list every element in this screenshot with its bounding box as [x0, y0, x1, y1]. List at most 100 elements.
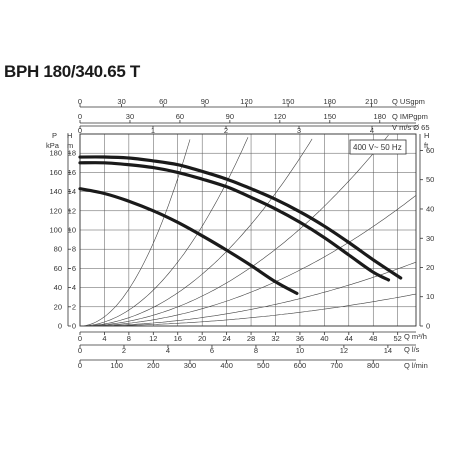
system-curve	[80, 195, 417, 327]
x-tick-label: 0	[78, 126, 82, 135]
system-curve	[80, 261, 417, 327]
label-impgpm: Q IMPgpm	[392, 112, 428, 121]
x-tick-label: 800	[367, 361, 380, 370]
y-tick-label-p: 0	[58, 322, 62, 331]
label-m3h: Q m³/h	[404, 332, 427, 341]
label-ft: ft	[424, 141, 429, 150]
x-tick-label: 28	[247, 334, 255, 343]
x-tick-label: 400	[220, 361, 233, 370]
system-curve	[80, 138, 313, 327]
x-tick-label: 0	[78, 97, 82, 106]
system-curve	[80, 293, 417, 327]
x-tick-label: 0	[78, 346, 82, 355]
y-tick-label-p: 100	[49, 226, 62, 235]
y-tick-label-h: 0	[72, 322, 76, 331]
performance-curves	[78, 155, 403, 295]
x-tick-label: 90	[201, 97, 209, 106]
annotation-box	[349, 139, 407, 155]
x-tick-label: 210	[365, 97, 378, 106]
x-tick-label: 0	[78, 112, 82, 121]
y-tick-label-h: 4	[72, 283, 76, 292]
system-curve	[80, 134, 389, 327]
x-tick-label: 2	[224, 126, 228, 135]
x-tick-label: 30	[117, 97, 125, 106]
x-tick-label: 8	[254, 346, 258, 355]
y-tick-label-ft: 30	[426, 234, 434, 243]
label-h-right: H	[424, 131, 429, 140]
label-h: H	[67, 131, 72, 140]
chart-title: BPH 180/340.65 T	[4, 62, 141, 81]
y-tick-label-ft: 0	[426, 322, 430, 331]
x-tick-label: 32	[271, 334, 279, 343]
x-tick-label: 4	[166, 346, 170, 355]
x-tick-label: 48	[369, 334, 377, 343]
label-lmin: Q l/min	[404, 361, 428, 370]
y-tick-label-h: 8	[72, 245, 76, 254]
label-vms: V m/s Ø 65	[392, 123, 430, 132]
axes	[67, 104, 423, 363]
y-tick-label-ft: 20	[426, 263, 434, 272]
x-tick-label: 600	[294, 361, 307, 370]
x-tick-label: 60	[176, 112, 184, 121]
system-curves	[79, 134, 417, 327]
x-tick-label: 120	[274, 112, 287, 121]
plot-frame	[79, 133, 417, 327]
x-tick-label: 180	[323, 97, 336, 106]
y-tick-label-p: 60	[54, 264, 62, 273]
y-tick-label-p: 160	[49, 168, 62, 177]
x-tick-label: 14	[384, 346, 392, 355]
x-tick-label: 2	[122, 346, 126, 355]
x-tick-label: 500	[257, 361, 270, 370]
y-tick-label-ft: 60	[426, 146, 434, 155]
x-tick-label: 60	[159, 97, 167, 106]
x-tick-label: 8	[127, 334, 131, 343]
x-tick-label: 180	[374, 112, 387, 121]
x-tick-label: 20	[198, 334, 206, 343]
x-tick-label: 4	[102, 334, 106, 343]
y-tick-label-p: 180	[49, 149, 62, 158]
y-tick-label-h: 10	[68, 226, 76, 235]
label-ls: Q l/s	[404, 345, 420, 354]
y-tick-label-p: 80	[54, 245, 62, 254]
y-tick-label-h: 18	[68, 149, 76, 158]
performance-curve	[78, 187, 299, 295]
y-tick-label-p: 20	[54, 302, 62, 311]
x-tick-label: 150	[282, 97, 295, 106]
y-tick-label-h: 16	[68, 168, 76, 177]
performance-curve	[78, 161, 391, 282]
x-tick-label: 150	[324, 112, 337, 121]
y-tick-label-p: 40	[54, 283, 62, 292]
x-tick-label: 30	[126, 112, 134, 121]
x-tick-label: 12	[149, 334, 157, 343]
y-tick-label-h: 6	[72, 264, 76, 273]
x-tick-label: 1	[151, 126, 155, 135]
x-tick-label: 10	[296, 346, 304, 355]
x-tick-label: 120	[240, 97, 253, 106]
x-tick-label: 24	[222, 334, 230, 343]
x-tick-label: 3	[297, 126, 301, 135]
x-tick-label: 4	[370, 126, 374, 135]
y-tick-label-h: 2	[72, 302, 76, 311]
x-tick-label: 44	[345, 334, 353, 343]
annotation-voltage: 400 V~ 50 Hz	[353, 143, 402, 152]
x-tick-label: 300	[184, 361, 197, 370]
label-p: P	[52, 131, 57, 140]
x-tick-label: 6	[210, 346, 214, 355]
system-curve	[79, 139, 191, 327]
grid-lines	[79, 133, 417, 327]
label-usgpm: Q USgpm	[392, 97, 425, 106]
y-tick-label-ft: 40	[426, 204, 434, 213]
y-tick-label-p: 140	[49, 187, 62, 196]
label-m: m	[67, 141, 73, 150]
x-tick-label: 0	[78, 361, 82, 370]
x-tick-label: 36	[296, 334, 304, 343]
x-tick-label: 700	[330, 361, 343, 370]
x-tick-label: 200	[147, 361, 160, 370]
x-tick-label: 90	[226, 112, 234, 121]
system-curve	[79, 137, 249, 327]
label-kpa: kPa	[46, 141, 60, 150]
tick-labels: 0 4 8 12 16 20 24 28 32 36 40 44 48 520 2 4 6 8 10 12 140 100…	[49, 97, 434, 370]
y-tick-label-h: 12	[68, 206, 76, 215]
x-tick-label: 52	[394, 334, 402, 343]
